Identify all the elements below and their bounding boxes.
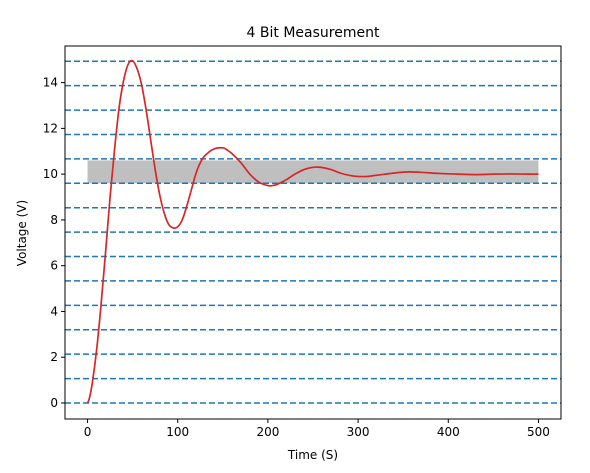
y-tick-label: 6 — [50, 259, 58, 273]
y-tick-label: 12 — [43, 121, 58, 135]
axis-ticks: 0 100 200 300 400 500 0 2 4 6 8 10 12 14 — [43, 76, 550, 439]
x-tick-label: 200 — [256, 425, 279, 439]
y-tick-label: 2 — [50, 350, 58, 364]
plot-area — [64, 45, 562, 420]
x-tick-label: 0 — [84, 425, 92, 439]
x-tick-label: 100 — [166, 425, 189, 439]
x-tick-label: 500 — [527, 425, 550, 439]
y-axis-label: Voltage (V) — [15, 200, 29, 266]
y-tick-label: 8 — [50, 213, 58, 227]
tolerance-band — [87, 160, 539, 184]
y-tick-label: 0 — [50, 396, 58, 410]
axes-frame — [64, 45, 562, 420]
x-tick-label: 400 — [437, 425, 460, 439]
x-tick-label: 300 — [347, 425, 370, 439]
y-tick-label: 10 — [43, 167, 58, 181]
signal-line — [86, 59, 539, 404]
y-tick-label: 14 — [43, 76, 58, 90]
x-axis-label: Time (S) — [287, 448, 338, 462]
y-tick-label: 4 — [50, 304, 58, 318]
chart-title: 4 Bit Measurement — [247, 25, 380, 41]
